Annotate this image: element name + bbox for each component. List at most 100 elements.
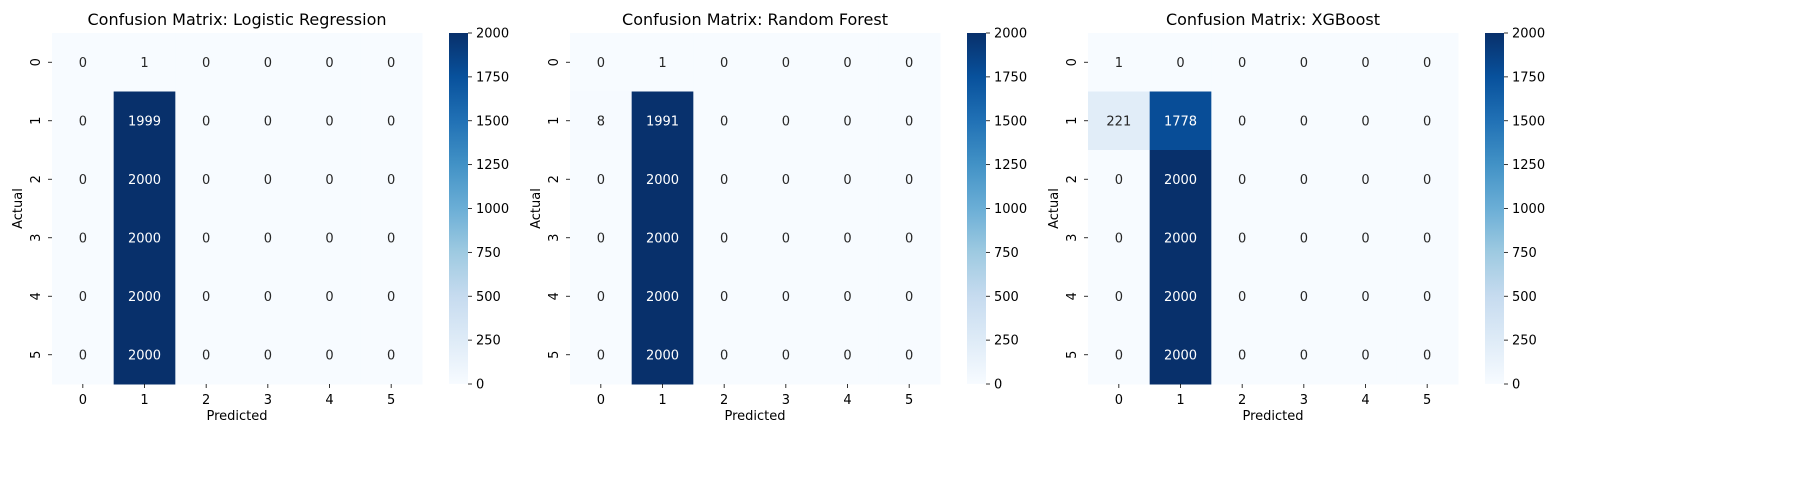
heatmap-cell [878,150,941,209]
heatmap-cell [1149,208,1212,268]
heatmap-cell [1396,150,1459,209]
cell-value-label: 0 [325,56,333,71]
colorbar [449,33,468,384]
cell-value-label: 0 [782,290,790,305]
heatmap-cell [113,91,176,151]
cell-value-label: 0 [782,231,790,246]
heatmap-cell [1273,325,1336,385]
heatmap-cell [237,325,300,385]
heatmap-cell [1088,150,1151,209]
heatmap-cell [878,33,941,92]
heatmap-cell [1396,33,1459,92]
cell-value-label: 0 [720,290,728,305]
heatmap-cell [1211,91,1274,151]
heatmap-cell [360,208,423,268]
cell-value-label: 0 [1300,231,1308,246]
heatmap-cell [570,91,633,151]
heatmap-cell [693,208,756,268]
heatmap-cell [570,267,633,326]
cell-value-label: 2000 [128,348,161,363]
heatmap-cell [631,267,694,326]
y-tick-label: 0 [547,58,562,66]
heatmap-cell [755,267,818,326]
heatmap-cell [175,325,238,385]
heatmap-cell [52,325,115,385]
y-tick-label: 4 [29,292,44,300]
cell-value-label: 0 [1115,231,1123,246]
heatmap-cell [52,150,115,209]
cell-value-label: 0 [1423,290,1431,305]
cell-value-label: 2000 [128,290,161,305]
x-tick-label: 1 [1176,393,1184,408]
cell-value-label: 2000 [1164,231,1197,246]
cell-value-label: 0 [843,173,851,188]
x-axis-label: Predicted [1242,409,1303,424]
cell-value-label: 0 [325,114,333,129]
colorbar-tick-label: 250 [476,334,501,349]
heatmap-cell [113,150,176,209]
heatmap-cell [1088,325,1151,385]
cell-value-label: 0 [1238,56,1246,71]
cell-value-label: 0 [1361,173,1369,188]
cell-value-label: 0 [905,56,913,71]
cell-value-label: 2000 [128,173,161,188]
colorbar-tick-label: 2000 [994,27,1027,42]
colorbar-tick-label: 1250 [994,158,1027,173]
heatmap-cell [52,33,115,92]
heatmap-cell [1088,91,1151,151]
heatmap-cell [1088,267,1151,326]
cell-value-label: 0 [79,348,87,363]
heatmap-cell [1211,208,1274,268]
colorbar-tick-label: 2000 [1512,27,1545,42]
cell-value-label: 2000 [646,231,679,246]
cell-value-label: 0 [597,231,605,246]
cell-value-label: 0 [387,290,395,305]
y-tick-label: 5 [29,351,44,359]
heatmap-cell [298,208,361,268]
x-tick-label: 3 [782,393,790,408]
cell-value-label: 0 [905,173,913,188]
cell-value-label: 0 [202,290,210,305]
colorbar-tick-label: 1500 [994,114,1027,129]
cell-value-label: 0 [264,231,272,246]
heatmap-cell [570,325,633,385]
cell-value-label: 2000 [646,348,679,363]
heatmap-cell [237,208,300,268]
cell-value-label: 0 [905,290,913,305]
heatmap-cell [1273,91,1336,151]
heatmap-cell [1273,150,1336,209]
cell-value-label: 8 [597,114,605,129]
colorbar-tick-label: 750 [476,246,501,261]
heatmap-cell [1149,33,1212,92]
heatmap-cell [693,325,756,385]
colorbar-tick-label: 0 [994,378,1002,393]
y-axis-label: Actual [529,188,544,229]
cell-value-label: 0 [202,173,210,188]
y-tick-label: 3 [547,234,562,242]
heatmap-cell [298,91,361,151]
heatmap-cell [1211,150,1274,209]
colorbar-tick-label: 1500 [1512,114,1545,129]
heatmap-cell [1088,33,1151,92]
heatmap-cell [878,208,941,268]
x-tick-label: 5 [1423,393,1431,408]
heatmap-cell [1211,325,1274,385]
heatmap-cell [570,33,633,92]
cell-value-label: 1 [658,56,666,71]
cell-value-label: 0 [720,56,728,71]
x-axis-label: Predicted [206,409,267,424]
heatmap-cell [113,208,176,268]
colorbar-tick-label: 1250 [476,158,509,173]
y-tick-label: 2 [1065,175,1080,183]
cell-value-label: 0 [597,290,605,305]
colorbar-tick-label: 1500 [476,114,509,129]
cell-value-label: 0 [1176,56,1184,71]
x-tick-label: 1 [140,393,148,408]
colorbar-tick-label: 750 [994,246,1019,261]
cell-value-label: 0 [720,348,728,363]
heatmap-cell [175,267,238,326]
heatmap-cell [1149,91,1212,151]
heatmap-cell [1149,325,1212,385]
x-tick-label: 5 [905,393,913,408]
